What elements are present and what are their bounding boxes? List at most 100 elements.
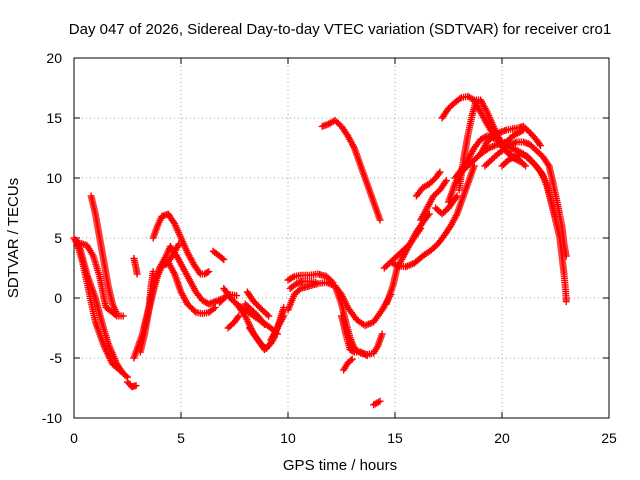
x-tick-label: 15 bbox=[387, 430, 403, 446]
series-track-14 bbox=[220, 284, 281, 338]
series-track-31 bbox=[387, 162, 478, 271]
series-track-21 bbox=[284, 278, 395, 330]
data-point-marker bbox=[113, 310, 121, 318]
data-point-marker bbox=[191, 307, 199, 315]
data-point-marker bbox=[122, 372, 130, 380]
series-track-25 bbox=[338, 312, 371, 360]
series-track-4 bbox=[87, 192, 121, 318]
data-point-marker bbox=[211, 304, 219, 312]
series-track-28 bbox=[370, 397, 384, 409]
data-point-marker bbox=[119, 312, 127, 320]
data-point-marker bbox=[362, 351, 370, 359]
data-point-marker bbox=[417, 224, 425, 232]
data-point-marker bbox=[452, 194, 460, 201]
data-point-marker bbox=[544, 160, 552, 168]
data-point-marker bbox=[218, 254, 226, 262]
data-point-marker bbox=[235, 312, 243, 320]
data-point-marker bbox=[233, 292, 241, 300]
x-tick-label: 20 bbox=[494, 430, 510, 446]
series-track-32 bbox=[417, 176, 450, 224]
data-point-marker bbox=[175, 240, 183, 248]
series-track-11 bbox=[162, 240, 183, 268]
data-point-marker bbox=[132, 382, 140, 390]
data-point-marker bbox=[535, 140, 543, 148]
data-point-marker bbox=[392, 261, 400, 269]
data-point-marker bbox=[374, 398, 382, 406]
data-point-marker bbox=[260, 320, 268, 328]
data-point-marker bbox=[349, 347, 357, 355]
y-tick-label: 20 bbox=[46, 50, 62, 66]
data-point-marker bbox=[416, 226, 424, 234]
data-point-marker bbox=[537, 142, 545, 150]
data-point-marker bbox=[263, 311, 271, 318]
series-track-18 bbox=[241, 300, 268, 328]
series-track-9 bbox=[141, 268, 157, 332]
series-track-20 bbox=[267, 306, 288, 344]
x-tick-label: 5 bbox=[177, 430, 185, 446]
series-track-22 bbox=[284, 270, 337, 286]
data-point-marker bbox=[435, 170, 443, 177]
y-tick-label: 10 bbox=[46, 170, 62, 186]
data-point-marker bbox=[327, 277, 335, 285]
data-point-marker bbox=[149, 268, 157, 276]
series-track-37 bbox=[451, 132, 497, 182]
x-tick-label: 10 bbox=[280, 430, 296, 446]
data-point-marker bbox=[220, 256, 228, 264]
series-track-33 bbox=[412, 168, 444, 200]
data-point-marker bbox=[117, 367, 125, 375]
data-point-marker bbox=[442, 176, 450, 184]
data-point-marker bbox=[363, 352, 371, 360]
series-track-34 bbox=[432, 192, 461, 218]
series-track-26 bbox=[340, 355, 356, 374]
data-point-marker bbox=[289, 273, 297, 281]
data-point-marker bbox=[562, 298, 570, 306]
data-point-marker bbox=[203, 268, 211, 276]
data-point-marker bbox=[453, 192, 461, 200]
data-point-marker bbox=[378, 330, 386, 338]
x-tick-label: 25 bbox=[601, 430, 617, 446]
data-point-marker bbox=[234, 314, 242, 321]
series-track-12 bbox=[209, 247, 228, 264]
data-point-marker bbox=[425, 210, 433, 218]
data-point-marker bbox=[376, 216, 384, 224]
series-track-19 bbox=[243, 288, 273, 320]
data-point-marker bbox=[456, 95, 464, 103]
x-tick-label: 0 bbox=[70, 430, 78, 446]
series-track-27 bbox=[318, 116, 384, 224]
data-point-marker bbox=[348, 355, 356, 363]
series-track-10 bbox=[149, 210, 213, 278]
data-point-marker bbox=[436, 168, 444, 176]
data-point-marker bbox=[494, 129, 502, 137]
data-point-marker bbox=[116, 366, 124, 374]
series-track-42 bbox=[507, 144, 559, 220]
series-track-39 bbox=[477, 122, 545, 158]
data-point-marker bbox=[522, 162, 530, 170]
series-track-2 bbox=[72, 236, 125, 375]
series-track-23 bbox=[286, 277, 320, 292]
chart-title: Day 047 of 2026, Sidereal Day-to-day VTE… bbox=[69, 21, 611, 38]
y-tick-label: 0 bbox=[54, 290, 62, 306]
data-point-marker bbox=[376, 397, 384, 405]
data-point-marker bbox=[520, 161, 528, 168]
data-point-marker bbox=[347, 356, 355, 364]
y-tick-label: 15 bbox=[46, 110, 62, 126]
series-track-6 bbox=[130, 254, 141, 278]
data-point-marker bbox=[133, 270, 141, 278]
series-track-15 bbox=[224, 312, 243, 332]
data-point-marker bbox=[329, 278, 337, 286]
y-tick-label: -5 bbox=[50, 350, 63, 366]
data-point-marker bbox=[265, 312, 273, 320]
series-track-5 bbox=[124, 378, 140, 391]
data-point-marker bbox=[552, 212, 559, 220]
x-axis-label: GPS time / hours bbox=[283, 457, 397, 474]
y-axis: -10 -5 0 5 10 15 20 bbox=[42, 50, 609, 426]
x-axis: 0 5 10 15 20 25 bbox=[70, 58, 617, 446]
data-point-marker bbox=[312, 278, 320, 286]
data-point-marker bbox=[515, 157, 523, 165]
data-point-marker bbox=[441, 178, 449, 186]
data-series-group bbox=[70, 92, 570, 409]
data-point-marker bbox=[195, 268, 203, 276]
data-point-marker bbox=[210, 305, 218, 313]
